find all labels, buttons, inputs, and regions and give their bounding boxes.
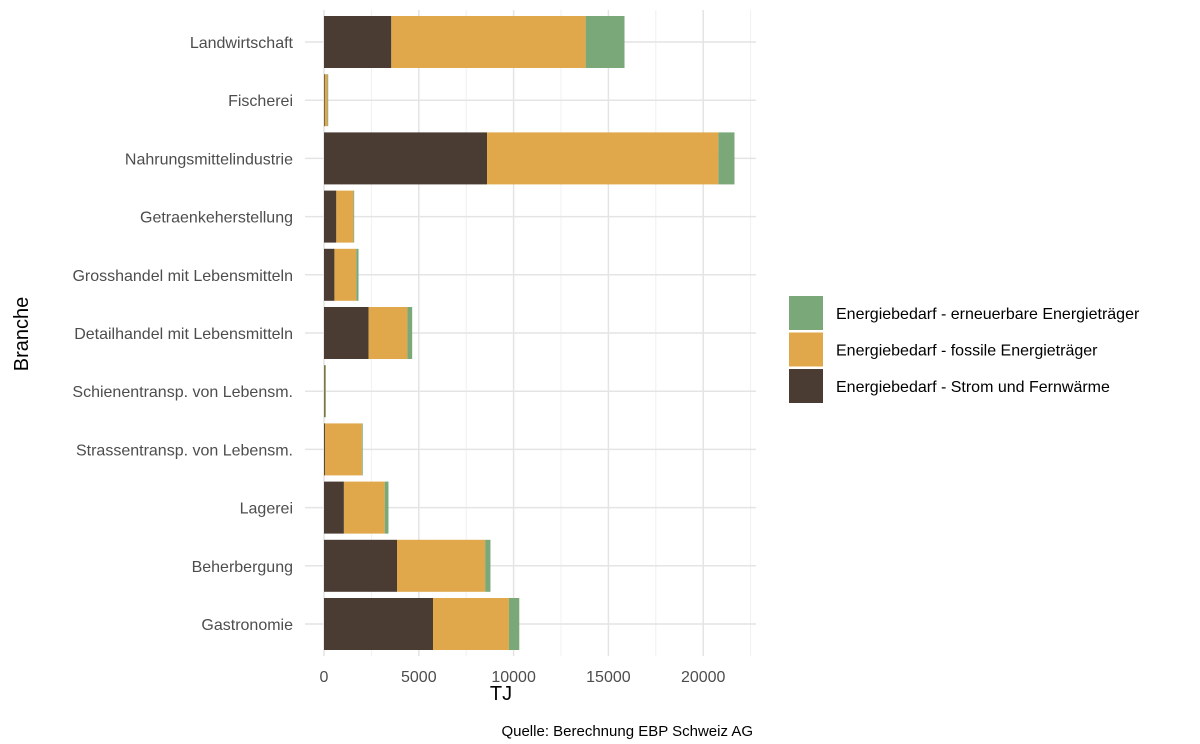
bar-segment [324, 132, 488, 185]
category-label: Landwirtschaft [190, 35, 294, 52]
category-label: Lagerei [240, 501, 293, 518]
category-label: Gastronomie [201, 617, 293, 634]
category-label: Nahrungsmittelindustrie [125, 151, 293, 168]
category-label: Beherbergung [192, 559, 293, 576]
x-tick-label: 0 [320, 669, 329, 686]
caption: Quelle: Berechnung EBP Schweiz AG [501, 723, 753, 740]
bar-segment [324, 423, 325, 476]
bar-segment [324, 365, 325, 418]
bar-segment [324, 74, 328, 127]
legend-swatch [789, 369, 823, 403]
bar-segment [396, 539, 486, 592]
legend-swatch [789, 296, 823, 330]
x-axis-title: TJ [490, 683, 512, 705]
legend: Energiebedarf - erneuerbare Energieträge… [789, 296, 1140, 403]
bar-segment [324, 365, 326, 418]
bar-segment [485, 539, 491, 592]
category-label: Strassentransp. von Lebensm. [76, 442, 293, 459]
bar-segment [368, 307, 408, 359]
bar-segment [324, 74, 325, 127]
bar-segment [508, 598, 520, 650]
bar-segment [391, 16, 586, 68]
bar-segment [325, 365, 326, 418]
bar-segment [324, 190, 337, 243]
legend-label: Energiebedarf - erneuerbare Energieträge… [836, 306, 1140, 323]
bar-segment [324, 423, 362, 476]
x-tick-label: 10000 [491, 669, 536, 686]
x-tick-label: 5000 [401, 669, 437, 686]
bar-segment [585, 16, 625, 68]
bar-segment [361, 423, 363, 476]
bars [324, 16, 735, 650]
category-labels: Landwirtschaft Fischerei Nahrungsmittelind… [72, 35, 293, 634]
legend-swatch [789, 332, 823, 367]
legend-label: Energiebedarf - fossile Energieträger [836, 343, 1098, 360]
x-tick-label: 15000 [586, 669, 631, 686]
bar-segment [487, 132, 719, 185]
category-label: Grosshandel mit Lebensmitteln [72, 268, 293, 285]
x-tick-label: 20000 [681, 669, 726, 686]
bar-segment [336, 190, 354, 243]
y-axis-title: Branche [11, 297, 33, 372]
bar-segment [324, 598, 434, 650]
bar-segment [407, 307, 413, 359]
bar-segment [324, 248, 335, 301]
bar-segment [334, 248, 357, 301]
x-tick-labels: 0 5000 10000 15000 20000 [320, 669, 726, 686]
bar-segment [324, 307, 369, 359]
bar-segment [384, 481, 389, 534]
bar-segment [356, 248, 359, 301]
category-label: Fischerei [228, 93, 293, 110]
bar-segment [327, 74, 329, 127]
bar-segment [433, 598, 509, 650]
category-label: Detailhandel mit Lebensmitteln [74, 326, 293, 343]
bar-segment [353, 190, 355, 243]
bar-segment [324, 481, 344, 534]
legend-label: Energiebedarf - Strom und Fernwärme [836, 379, 1110, 396]
category-label: Schienentransp. von Lebensm. [72, 384, 293, 401]
bar-segment [718, 132, 735, 185]
bar-segment [343, 481, 385, 534]
category-label: Getraenkeherstellung [140, 210, 293, 227]
bar-segment [324, 539, 397, 592]
bar-segment [324, 16, 392, 68]
